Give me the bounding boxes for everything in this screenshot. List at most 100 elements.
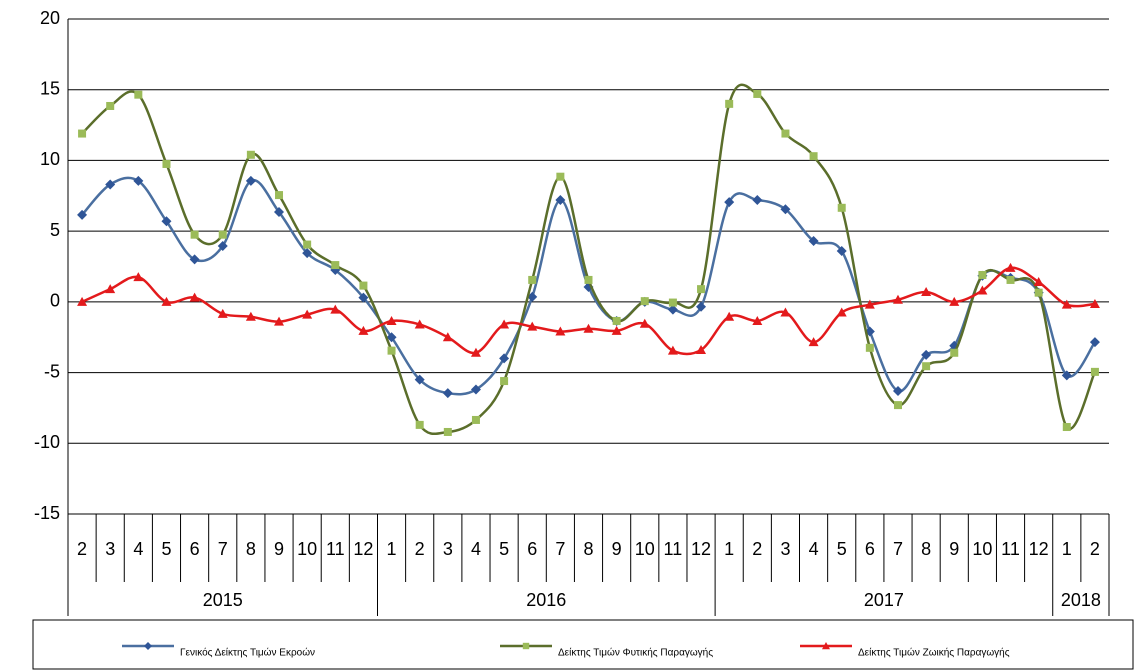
marker	[522, 642, 530, 650]
marker	[527, 291, 538, 302]
x-tick-label: 3	[105, 539, 115, 559]
marker	[696, 301, 707, 312]
marker	[144, 642, 152, 650]
y-tick-label: 20	[40, 8, 60, 28]
x-tick-label: 8	[246, 539, 256, 559]
marker	[303, 240, 312, 249]
marker	[978, 270, 987, 279]
marker	[330, 304, 341, 314]
marker	[105, 179, 116, 190]
marker	[470, 347, 481, 357]
x-tick-label: 10	[635, 539, 655, 559]
x-tick-label: 5	[837, 539, 847, 559]
marker	[302, 248, 313, 259]
marker	[892, 294, 903, 304]
x-tick-label: 9	[612, 539, 622, 559]
marker	[1033, 277, 1044, 287]
marker	[725, 99, 734, 108]
marker	[190, 230, 199, 239]
x-tick-label: 12	[353, 539, 373, 559]
marker	[499, 319, 510, 329]
marker	[443, 427, 452, 436]
x-tick-label: 8	[583, 539, 593, 559]
marker	[528, 275, 537, 284]
marker	[414, 319, 425, 329]
marker	[189, 254, 200, 265]
marker	[415, 420, 424, 429]
x-tick-label: 3	[780, 539, 790, 559]
marker	[386, 332, 397, 343]
marker	[668, 298, 677, 307]
marker	[696, 344, 707, 354]
marker	[667, 345, 678, 355]
year-label: 2018	[1061, 590, 1101, 610]
marker	[471, 415, 480, 424]
marker	[724, 197, 735, 208]
marker	[1089, 298, 1100, 308]
marker	[921, 286, 932, 296]
marker	[822, 642, 830, 650]
legend-label: Δείκτης Τιμών Ζωικής Παραγωγής	[858, 647, 1010, 659]
x-tick-label: 11	[664, 539, 683, 559]
marker	[555, 326, 566, 336]
marker	[134, 90, 143, 99]
x-tick-label: 9	[274, 539, 284, 559]
marker	[246, 150, 255, 159]
marker	[949, 296, 960, 306]
marker	[780, 204, 791, 215]
marker	[667, 304, 678, 315]
marker	[1062, 423, 1071, 432]
x-tick-label: 6	[190, 539, 200, 559]
marker	[302, 309, 313, 319]
marker	[809, 152, 818, 161]
marker	[612, 316, 621, 325]
marker	[1034, 288, 1043, 297]
marker	[217, 240, 228, 251]
marker	[864, 299, 875, 309]
x-tick-label: 12	[1029, 539, 1049, 559]
x-tick-label: 1	[387, 539, 397, 559]
x-tick-label: 2	[1090, 539, 1100, 559]
marker	[781, 129, 790, 138]
marker	[161, 296, 172, 306]
marker	[414, 374, 425, 385]
marker	[387, 346, 396, 355]
x-tick-label: 2	[77, 539, 87, 559]
x-tick-label: 7	[893, 539, 903, 559]
marker	[640, 297, 649, 306]
x-tick-label: 7	[218, 539, 228, 559]
marker	[162, 159, 171, 168]
marker	[359, 281, 368, 290]
series-line	[81, 83, 1097, 436]
marker	[78, 129, 87, 138]
x-tick-label: 7	[555, 539, 565, 559]
marker	[836, 245, 847, 256]
marker	[217, 308, 228, 318]
x-tick-label: 5	[161, 539, 171, 559]
marker	[1061, 370, 1072, 381]
marker	[331, 261, 340, 270]
y-tick-label: -5	[44, 361, 60, 381]
marker	[527, 321, 538, 331]
x-tick-label: 11	[1001, 539, 1020, 559]
y-tick-label: 15	[40, 78, 60, 98]
marker	[133, 272, 144, 282]
marker	[836, 307, 847, 317]
x-tick-label: 12	[691, 539, 711, 559]
y-tick-label: 10	[40, 149, 60, 169]
marker	[752, 195, 763, 206]
legend-box	[32, 619, 1134, 670]
marker	[808, 337, 819, 347]
marker	[1061, 299, 1072, 309]
y-tick-label: 0	[50, 291, 60, 311]
x-tick-label: 6	[865, 539, 875, 559]
marker	[470, 384, 481, 395]
marker	[245, 175, 256, 186]
x-tick-label: 5	[499, 539, 509, 559]
x-tick-label: 4	[471, 539, 481, 559]
marker	[358, 292, 369, 303]
legend-label: Γενικός Δείκτης Τιμών Εκροών	[180, 647, 315, 659]
marker	[752, 315, 763, 325]
marker	[1090, 367, 1099, 376]
